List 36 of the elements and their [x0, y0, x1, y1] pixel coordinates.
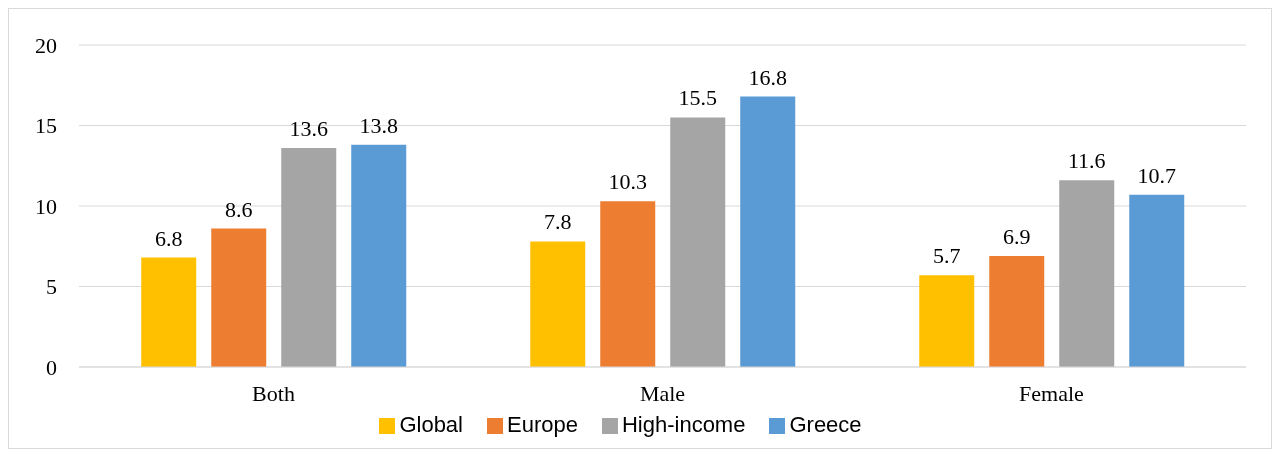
y-tick-label: 5	[46, 274, 57, 300]
y-tick-label: 0	[46, 354, 57, 380]
y-tick-label: 15	[35, 113, 57, 139]
bar	[281, 148, 337, 367]
bar	[919, 275, 975, 367]
bar	[1129, 194, 1185, 367]
bar	[530, 241, 586, 367]
x-tick-label: Female	[1019, 380, 1084, 406]
bar	[211, 228, 267, 367]
bar	[600, 201, 656, 367]
y-tick-label: 20	[35, 32, 57, 58]
legend-label: Greece	[789, 412, 862, 437]
data-label: 5.7	[932, 243, 961, 269]
data-label: 6.8	[154, 225, 183, 251]
x-tick-label: Both	[252, 380, 295, 406]
data-label: 16.8	[748, 64, 787, 90]
bar	[351, 144, 407, 367]
data-label: 11.6	[1067, 148, 1106, 174]
data-label: 10.3	[608, 169, 647, 195]
data-label: 13.6	[289, 116, 328, 142]
x-tick-label: Male	[639, 380, 686, 406]
bar	[141, 257, 197, 367]
y-tick-label: 10	[35, 193, 57, 219]
bar	[670, 117, 726, 367]
bar	[740, 96, 796, 367]
legend-label: Europe	[506, 412, 578, 437]
data-label: 13.8	[359, 112, 398, 138]
bar	[989, 255, 1045, 367]
legend-label: Global	[399, 412, 463, 437]
data-label: 7.8	[543, 209, 572, 235]
data-label: 15.5	[678, 85, 717, 111]
bar	[1059, 180, 1115, 367]
data-label: 8.6	[224, 196, 253, 222]
legend-label: High-income	[621, 412, 746, 437]
data-label: 10.7	[1137, 162, 1176, 188]
data-label: 6.9	[1002, 223, 1031, 249]
